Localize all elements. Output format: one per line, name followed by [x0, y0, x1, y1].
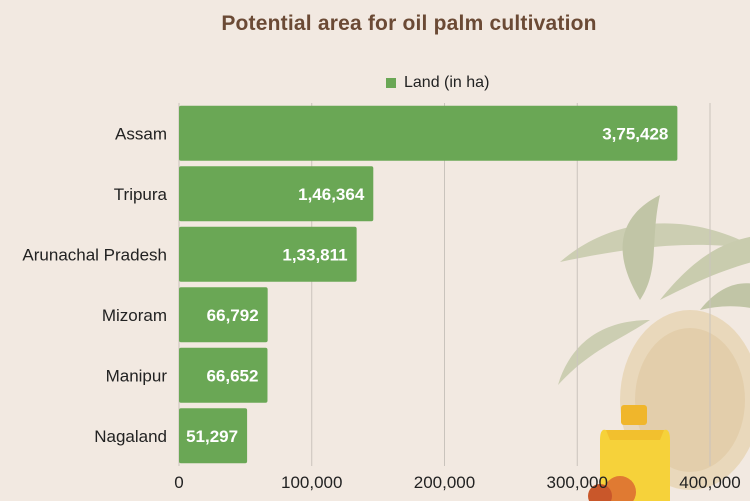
bar [179, 166, 374, 222]
category-label: Arunachal Pradesh [22, 245, 167, 264]
data-label: 51,297 [186, 427, 238, 446]
bar [179, 105, 678, 161]
palm-tree-illustration [558, 195, 750, 490]
palm-leaf [558, 320, 650, 385]
x-tick-label: 100,000 [281, 473, 342, 492]
bar [179, 287, 268, 343]
bar [179, 226, 357, 282]
category-label: Tripura [114, 185, 168, 204]
legend: Land (in ha) [386, 73, 489, 93]
data-label: 66,792 [207, 306, 259, 325]
chart-title: Potential area for oil palm cultivation [221, 12, 597, 35]
category-label: Nagaland [94, 427, 167, 446]
data-label: 3,75,428 [602, 124, 668, 143]
category-labels: Assam Tripura Arunachal Pradesh Mizoram Mani… [22, 124, 167, 446]
gridlines [178, 103, 711, 466]
legend-swatch [386, 78, 396, 88]
x-tick-label: 200,000 [414, 473, 475, 492]
legend-label: Land (in ha) [404, 74, 490, 91]
x-tick-label: 400,000 [679, 473, 740, 492]
bar [179, 347, 268, 403]
category-label: Assam [115, 124, 167, 143]
category-label: Manipur [106, 366, 168, 385]
category-label: Mizoram [102, 306, 167, 325]
x-tick-label: 0 [174, 473, 183, 492]
bar [179, 408, 248, 464]
data-label: 1,46,364 [298, 185, 365, 204]
palm-leaf [660, 236, 750, 300]
palm-leaf [560, 223, 750, 262]
oil-bottle-illustration [588, 405, 670, 501]
x-axis-ticks: 0 100,000 200,000 300,000 400,000 [174, 473, 740, 492]
x-tick-label: 300,000 [547, 473, 608, 492]
bars: 3,75,428 1,46,364 1,33,811 66,792 66,652 51,2… [179, 105, 678, 464]
data-label: 1,33,811 [282, 245, 347, 264]
palm-leaf [700, 283, 750, 310]
data-label: 66,652 [206, 366, 258, 385]
palm-leaf [622, 195, 660, 300]
